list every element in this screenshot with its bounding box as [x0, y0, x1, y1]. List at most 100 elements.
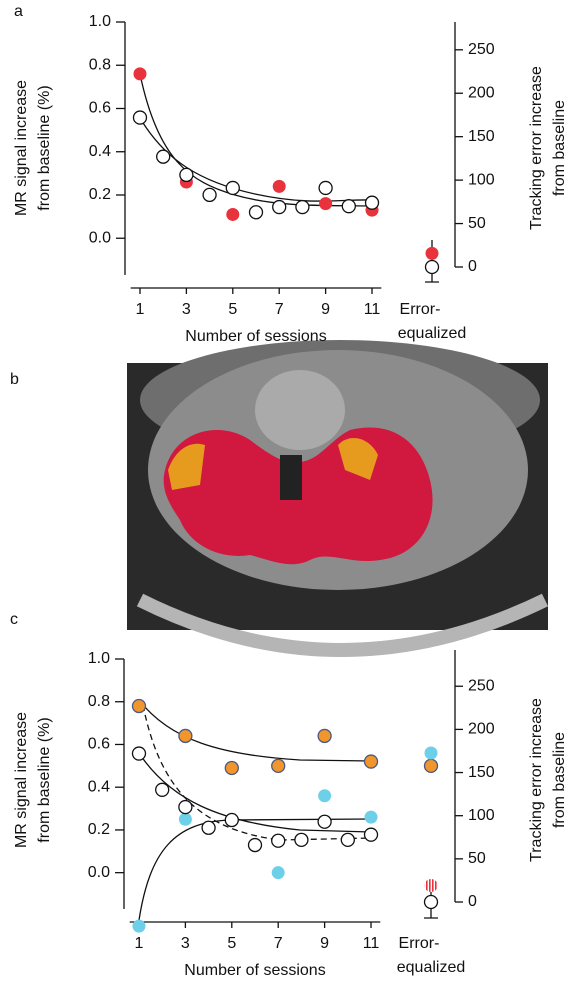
error-equalized-label: equalized [398, 325, 467, 342]
x-tick-label: 3 [181, 935, 190, 952]
x-tick-label: 9 [321, 301, 330, 318]
y-tick-label: 0.0 [89, 229, 111, 246]
brain-image [127, 340, 548, 650]
data-point [319, 197, 332, 210]
data-point [365, 755, 378, 768]
y2-tick-label: 100 [468, 171, 495, 188]
data-point [179, 729, 192, 742]
data-point [272, 866, 285, 879]
data-point [203, 188, 216, 201]
y2-tick-label: 200 [468, 84, 495, 101]
page: {"panel_labels": ["a", "b", "c"], "chart… [0, 0, 573, 989]
x-tick-label: 5 [228, 301, 237, 318]
data-point [318, 729, 331, 742]
data-point [133, 67, 146, 80]
data-point [341, 833, 354, 846]
y-axis-title: from baseline (%) [36, 85, 53, 210]
data-point [365, 828, 378, 841]
data-point [226, 181, 239, 194]
panel-label: c [10, 611, 18, 628]
data-point [132, 920, 145, 933]
data-point [273, 201, 286, 214]
x-tick-label: 9 [320, 935, 329, 952]
y2-tick-label: 100 [468, 807, 495, 824]
y-tick-label: 0.4 [88, 778, 110, 795]
data-point [132, 700, 145, 713]
y2-axis-title: Tracking error increase [528, 698, 545, 862]
y2-tick-label: 150 [468, 764, 495, 781]
data-point [179, 801, 192, 814]
y-tick-label: 0.6 [89, 100, 111, 117]
x-axis-title: Number of sessions [184, 962, 325, 979]
y-tick-label: 1.0 [89, 13, 111, 30]
data-point [202, 821, 215, 834]
data-point [225, 814, 238, 827]
data-point [179, 813, 192, 826]
y-tick-label: 0.0 [88, 864, 110, 881]
data-point [365, 811, 378, 824]
x-tick-label: 3 [182, 301, 191, 318]
data-point [296, 201, 309, 214]
y2-axis-title: from baseline [551, 732, 568, 828]
data-point [366, 196, 379, 209]
y2-tick-label: 0 [468, 893, 477, 910]
y2-tick-label: 50 [468, 215, 486, 232]
y2-axis-title: from baseline [551, 100, 568, 196]
data-point [318, 789, 331, 802]
y2-tick-label: 250 [468, 41, 495, 58]
error-equalized-point [426, 261, 439, 274]
data-point [319, 181, 332, 194]
y2-tick-label: 250 [468, 677, 495, 694]
error-equalized-point [425, 747, 438, 760]
fit-curve [140, 74, 372, 206]
data-point [272, 759, 285, 772]
data-point [249, 839, 262, 852]
y-tick-label: 0.2 [89, 186, 111, 203]
data-point [318, 815, 331, 828]
x-tick-label: 1 [135, 935, 144, 952]
error-equalized-point [425, 759, 438, 772]
y-axis-title: MR signal increase [13, 80, 30, 216]
y2-tick-label: 200 [468, 721, 495, 738]
error-equalized-label: equalized [397, 959, 466, 976]
data-point [180, 168, 193, 181]
panel-label: a [14, 3, 23, 20]
data-point [250, 206, 263, 219]
y2-tick-label: 0 [468, 258, 477, 275]
data-point [295, 833, 308, 846]
y2-tick-label: 150 [468, 128, 495, 145]
figure: a b c 1.00.80.60.40.20.00501001502002501… [0, 0, 573, 989]
panel-label: b [10, 371, 19, 388]
data-point [133, 111, 146, 124]
data-point [156, 783, 169, 796]
y-tick-label: 0.8 [89, 56, 111, 73]
x-tick-label: 1 [136, 301, 145, 318]
data-point [225, 761, 238, 774]
y-tick-label: 0.8 [88, 693, 110, 710]
x-tick-label: 5 [227, 935, 236, 952]
data-point [226, 208, 239, 221]
y-tick-label: 0.6 [88, 736, 110, 753]
error-equalized-label: Error- [400, 301, 441, 318]
error-equalized-point [425, 896, 438, 909]
fit-curve [139, 700, 371, 761]
x-axis-title: Number of sessions [185, 328, 326, 345]
y2-axis-title: Tracking error increase [528, 66, 545, 230]
data-point [157, 150, 170, 163]
y-tick-label: 0.4 [89, 143, 111, 160]
data-point [272, 834, 285, 847]
y-tick-label: 1.0 [88, 650, 110, 667]
error-equalized-point [426, 247, 439, 260]
data-point [273, 180, 286, 193]
error-equalized-point [425, 879, 438, 892]
x-tick-label: 11 [364, 301, 381, 318]
y-tick-label: 0.2 [88, 821, 110, 838]
x-tick-label: 7 [274, 935, 283, 952]
x-tick-label: 11 [363, 935, 380, 952]
y-axis-title: MR signal increase [13, 712, 30, 848]
fit-curve [139, 819, 371, 920]
fit-curve [140, 118, 372, 201]
y-axis-title: from baseline (%) [36, 717, 53, 842]
error-equalized-label: Error- [399, 935, 440, 952]
x-tick-label: 7 [275, 301, 284, 318]
